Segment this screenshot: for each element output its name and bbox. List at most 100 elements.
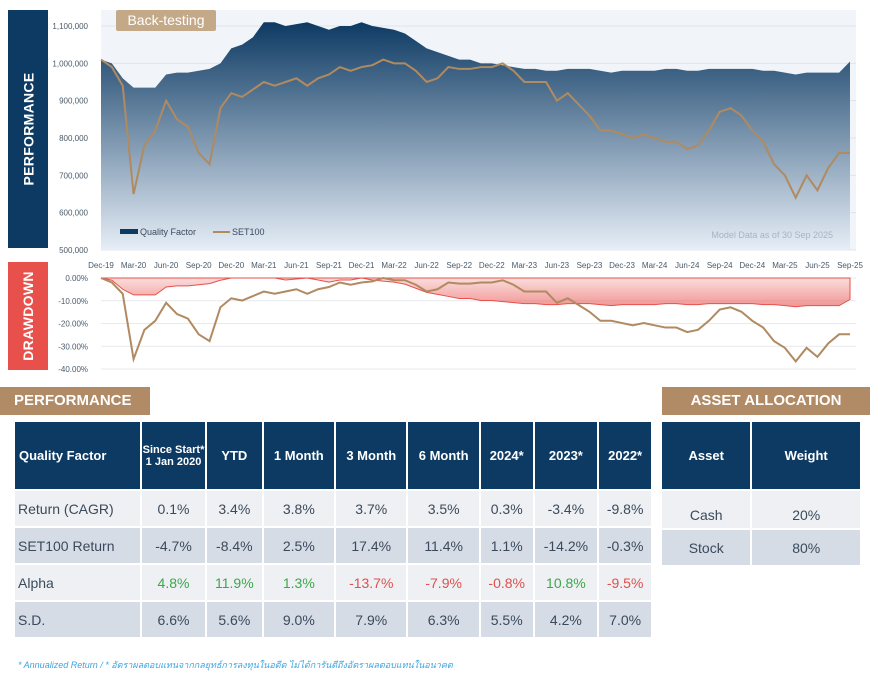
x-tick-label: Dec-23 — [609, 261, 635, 270]
legend-swatch-quality — [120, 229, 138, 234]
cell-value: 2.5% — [263, 528, 335, 563]
set100-line — [100, 58, 850, 201]
cell-value: -4.7% — [142, 528, 205, 563]
allocation-header-row: Asset Weight — [662, 422, 860, 489]
x-tick-label: Dec-19 — [88, 261, 114, 270]
row-label: Return (CAGR) — [15, 491, 140, 526]
table-row: Return (CAGR) 0.1% 3.4% 3.8% 3.7% 3.5% 0.3% -3.… — [15, 491, 651, 526]
x-tick-label: Sep-20 — [186, 261, 212, 270]
x-tick-label: Mar-22 — [381, 261, 407, 270]
cell-value: -3.4% — [534, 491, 598, 526]
since-start-text: Since Start* — [142, 443, 205, 456]
cell-value: -13.7% — [336, 565, 407, 600]
dd-y-tick-label: -30.00% — [58, 342, 88, 351]
cell-value: 3.8% — [263, 491, 335, 526]
performance-side-label: PERFORMANCE — [8, 10, 48, 248]
asset-name: Stock — [662, 530, 751, 565]
x-tick-label: Jun-21 — [284, 261, 309, 270]
y-tick-label: 900,000 — [59, 97, 88, 106]
header-2024: 2024* — [480, 422, 533, 489]
x-tick-label: Mar-24 — [642, 261, 668, 270]
asset-weight: 20% — [752, 491, 860, 528]
header-ytd: YTD — [207, 422, 262, 489]
cell-value: -8.4% — [207, 528, 262, 563]
quality-factor-area — [101, 22, 850, 251]
performance-section-header: PERFORMANCE — [0, 387, 150, 415]
cell-value: 11.9% — [207, 565, 262, 600]
x-tick-label: Jun-25 — [805, 261, 830, 270]
table-row: S.D. 6.6% 5.6% 9.0% 7.9% 6.3% 5.5% 4.2% 7.0% — [15, 602, 651, 637]
legend-set100: SET100 — [232, 227, 265, 237]
row-label: S.D. — [15, 602, 140, 637]
drawdown-side-label: DRAWDOWN — [8, 262, 48, 370]
dd-y-tick-label: -20.00% — [58, 320, 88, 329]
x-tick-label: Sep-25 — [837, 261, 863, 270]
x-tick-label: Dec-20 — [218, 261, 244, 270]
asset-weight: 80% — [752, 530, 860, 565]
y-tick-label: 1,000,000 — [52, 59, 88, 68]
x-tick-label: Mar-25 — [772, 261, 798, 270]
table-row: Alpha 4.8% 11.9% 1.3% -13.7% -7.9% -0.8% 10.8% -… — [15, 565, 651, 600]
x-tick-label: Mar-23 — [512, 261, 538, 270]
table-header-row: Quality Factor Since Start* 1 Jan 2020 YT… — [15, 422, 651, 489]
cell-value: 0.1% — [142, 491, 205, 526]
header-1m: 1 Month — [263, 422, 335, 489]
cell-value: 7.9% — [336, 602, 407, 637]
allocation-row: Cash 20% — [662, 491, 860, 528]
header-2022: 2022* — [599, 422, 651, 489]
x-tick-label: Sep-24 — [707, 261, 733, 270]
x-tick-label: Dec-24 — [739, 261, 765, 270]
cell-value: 1.3% — [263, 565, 335, 600]
model-data-note: Model Data as of 30 Sep 2025 — [711, 230, 833, 240]
row-label: Alpha — [15, 565, 140, 600]
cell-value: 6.3% — [408, 602, 479, 637]
set100-drawdown-line — [100, 276, 850, 363]
header-asset: Asset — [662, 422, 751, 489]
cell-value: 6.6% — [142, 602, 205, 637]
allocation-table: Asset Weight Cash 20% Stock 80% — [660, 420, 862, 567]
header-strategy: Quality Factor — [15, 422, 140, 489]
y-tick-label: 500,000 — [59, 246, 88, 255]
cell-value: 17.4% — [336, 528, 407, 563]
cell-value: 3.7% — [336, 491, 407, 526]
cell-value: 4.8% — [142, 565, 205, 600]
footnote: * Annualized Return / * อัตราผลตอบแทนจาก… — [18, 660, 453, 670]
allocation-row: Stock 80% — [662, 530, 860, 565]
header-2023: 2023* — [534, 422, 598, 489]
header-since-start: Since Start* 1 Jan 2020 — [142, 422, 205, 489]
y-tick-label: 1,100,000 — [52, 22, 88, 31]
cell-value: -0.8% — [480, 565, 533, 600]
x-tick-label: Jun-20 — [154, 261, 179, 270]
x-tick-label: Mar-20 — [121, 261, 147, 270]
x-tick-label: Mar-21 — [251, 261, 277, 270]
dd-y-tick-label: -10.00% — [58, 297, 88, 306]
cell-value: -9.5% — [599, 565, 651, 600]
x-tick-label: Jun-23 — [545, 261, 570, 270]
x-tick-label: Jun-22 — [414, 261, 439, 270]
since-start-date: 1 Jan 2020 — [145, 455, 202, 468]
cell-value: 11.4% — [408, 528, 479, 563]
cell-value: -0.3% — [599, 528, 651, 563]
table-row: SET100 Return -4.7% -8.4% 2.5% 17.4% 11.4% 1.1… — [15, 528, 651, 563]
cell-value: 0.3% — [480, 491, 533, 526]
x-tick-label: Sep-21 — [316, 261, 342, 270]
cell-value: 9.0% — [263, 602, 335, 637]
asset-name: Cash — [662, 491, 751, 528]
x-tick-label: Jun-24 — [675, 261, 700, 270]
cell-value: 1.1% — [480, 528, 533, 563]
cell-value: -7.9% — [408, 565, 479, 600]
dd-y-tick-label: 0.00% — [65, 274, 88, 283]
quality-drawdown-area — [100, 277, 851, 308]
cell-value: 4.2% — [534, 602, 598, 637]
performance-chart: 1,100,000 1,000,000 900,000 800,000 700,000 6… — [52, 10, 863, 374]
cell-value: -9.8% — [599, 491, 651, 526]
row-label: SET100 Return — [15, 528, 140, 563]
performance-table: Quality Factor Since Start* 1 Jan 2020 YT… — [13, 420, 653, 639]
back-testing-badge: Back-testing — [116, 10, 216, 31]
cell-value: 7.0% — [599, 602, 651, 637]
x-tick-label: Sep-22 — [446, 261, 472, 270]
cell-value: 3.4% — [207, 491, 262, 526]
cell-value: 5.6% — [207, 602, 262, 637]
cell-value: -14.2% — [534, 528, 598, 563]
legend-quality: Quality Factor — [140, 227, 196, 237]
